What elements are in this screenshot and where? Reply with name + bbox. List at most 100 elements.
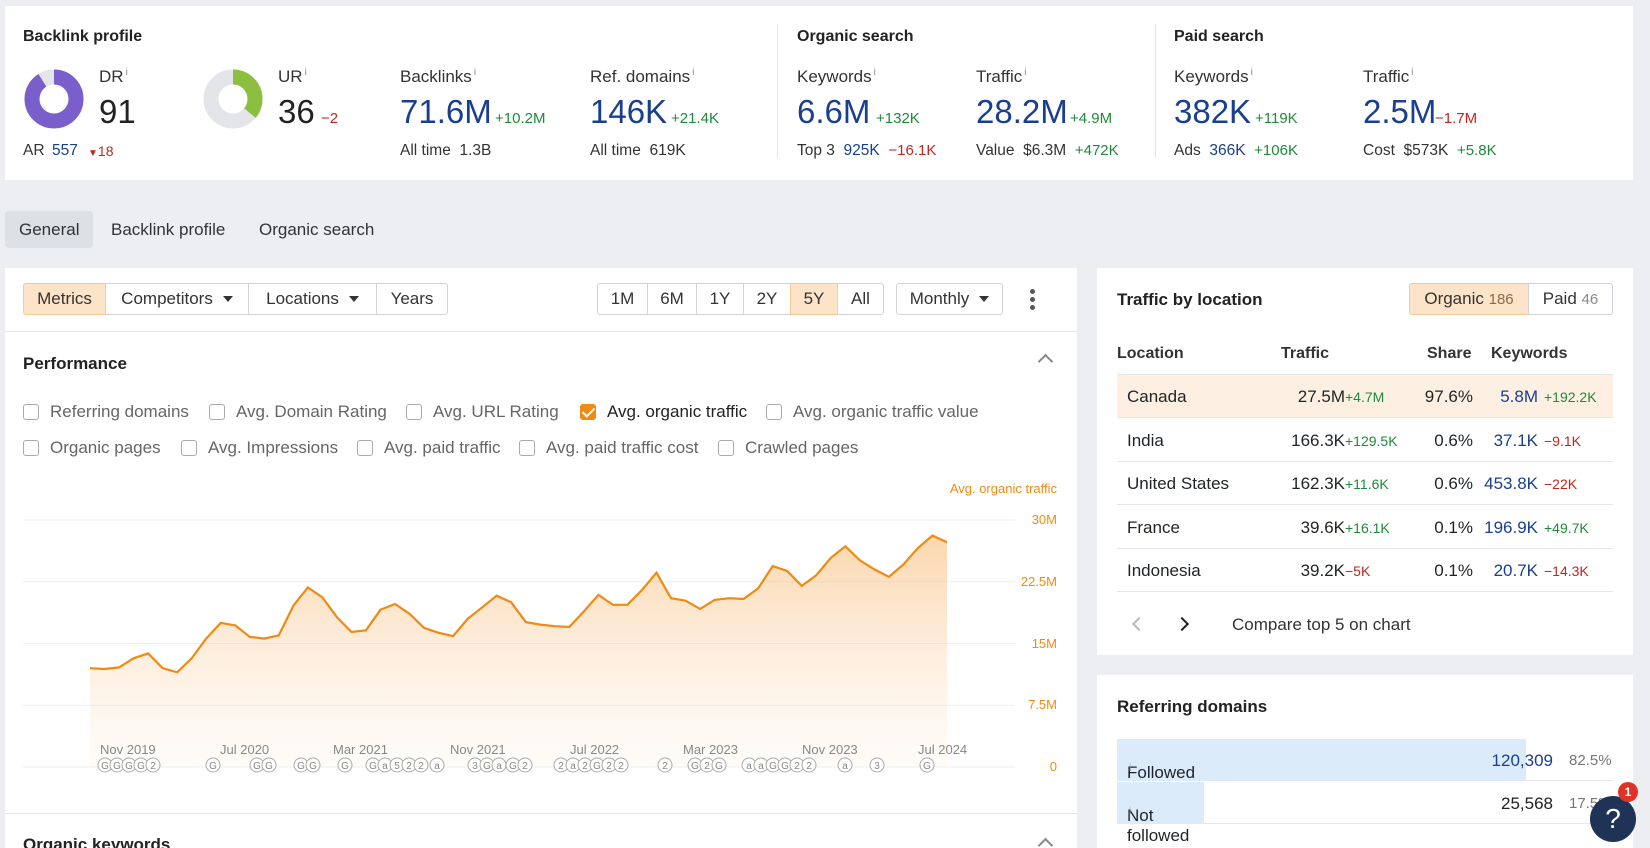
column-share: Share <box>1427 345 1472 362</box>
ref-domains-value[interactable]: 146K <box>590 93 668 130</box>
organic-keywords-change: +132K <box>876 110 920 127</box>
annotation-marker[interactable]: 2 <box>699 757 715 773</box>
ar-value[interactable]: 557 <box>52 142 78 159</box>
range-2y[interactable]: 2Y <box>743 283 791 315</box>
toggle-organic[interactable]: Organic 186 <box>1409 283 1529 315</box>
collapse-chevron-icon[interactable] <box>1037 837 1054 848</box>
metrics-button[interactable]: Metrics <box>23 283 106 315</box>
table-row[interactable]: Indonesia 39.2K −5K 0.1% 20.7K −14.3K <box>1117 549 1613 592</box>
annotation-marker[interactable]: 2 <box>577 757 593 773</box>
x-tick-label: Mar 2023 <box>683 742 738 757</box>
svg-text:2: 2 <box>806 761 812 772</box>
keywords-value[interactable]: 196.9K <box>1484 517 1538 537</box>
annotation-marker[interactable]: 3 <box>869 757 885 773</box>
competitors-dropdown[interactable]: Competitors <box>105 283 249 315</box>
checkbox-avg-impressions[interactable]: Avg. Impressions <box>181 438 338 458</box>
svg-text:a: a <box>746 761 752 772</box>
paid-cost: Cost $573K +5.8K <box>1363 142 1497 159</box>
keywords-value[interactable]: 453.8K <box>1484 474 1538 493</box>
years-button[interactable]: Years <box>376 283 448 315</box>
svg-text:G: G <box>715 761 723 772</box>
rd-value[interactable]: 25,568 <box>1501 794 1553 813</box>
annotation-marker[interactable]: a <box>741 757 757 773</box>
annotation-marker[interactable]: G <box>711 757 727 773</box>
annotation-marker[interactable]: 5 <box>389 757 405 773</box>
range-5y[interactable]: 5Y <box>790 283 838 315</box>
checkbox-avg-organic-traffic[interactable]: Avg. organic traffic <box>580 402 747 422</box>
rd-value[interactable]: 120,309 <box>1491 751 1553 770</box>
annotation-marker[interactable]: a <box>491 757 507 773</box>
annotation-marker[interactable]: 2 <box>413 757 429 773</box>
annotation-marker[interactable]: 2 <box>613 757 629 773</box>
svg-text:G: G <box>781 761 789 772</box>
paid-traffic-value[interactable]: 2.5M <box>1363 93 1437 130</box>
svg-text:G: G <box>769 761 777 772</box>
interval-dropdown[interactable]: Monthly <box>896 283 1003 315</box>
ur-change: −2 <box>321 110 339 127</box>
check-icon <box>580 404 596 420</box>
collapse-chevron-icon[interactable] <box>1037 353 1054 370</box>
table-row[interactable]: United States 162.3K +11.6K 0.6% 453.8K −22K <box>1117 462 1613 505</box>
locations-dropdown[interactable]: Locations <box>248 283 377 315</box>
keywords-value[interactable]: 5.8M <box>1500 387 1538 406</box>
annotation-marker[interactable]: G <box>261 757 277 773</box>
annotation-marker[interactable]: 2 <box>517 757 533 773</box>
annotation-marker[interactable]: 2 <box>657 757 673 773</box>
annotation-marker[interactable]: G <box>305 757 321 773</box>
organic-traffic-value[interactable]: 28.2M <box>976 93 1068 130</box>
annotation-marker[interactable]: G <box>97 757 113 773</box>
backlinks-change: +10.2M <box>495 110 546 127</box>
tab-general[interactable]: General <box>5 211 94 248</box>
checkbox-avg-url-rating[interactable]: Avg. URL Rating <box>406 402 559 422</box>
keywords-value[interactable]: 20.7K <box>1493 561 1538 580</box>
location-name: Indonesia <box>1127 561 1201 580</box>
compare-top5-link[interactable]: Compare top 5 on chart <box>1232 615 1411 634</box>
range-all[interactable]: All <box>837 283 884 315</box>
referring-domains-row[interactable]: Not followed i 25,568 17.5% <box>1117 782 1613 845</box>
checkbox-avg-domain-rating[interactable]: Avg. Domain Rating <box>209 402 387 422</box>
tab-organic-search[interactable]: Organic search <box>259 219 375 239</box>
checkbox-organic-pages[interactable]: Organic pages <box>23 438 161 458</box>
x-tick-label: Nov 2019 <box>100 742 156 757</box>
annotation-marker[interactable]: 2 <box>801 757 817 773</box>
column-traffic: Traffic <box>1281 345 1330 362</box>
paid-ads: Ads 366K +106K <box>1174 142 1298 159</box>
table-row[interactable]: Canada 27.5M +4.7M 97.6% 5.8M +192.2K <box>1117 375 1613 418</box>
traffic-value: 39.2K <box>1300 561 1345 580</box>
annotation-marker[interactable]: a <box>837 757 853 773</box>
keywords-change: +49.7K <box>1544 519 1589 536</box>
backlinks-value[interactable]: 71.6M <box>400 93 492 130</box>
organic-keywords-value[interactable]: 6.6M <box>797 93 871 130</box>
organic-traffic-change: +4.9M <box>1070 110 1113 127</box>
checkbox-referring-domains[interactable]: Referring domains <box>23 402 189 422</box>
annotation-marker[interactable]: a <box>429 757 445 773</box>
table-row[interactable]: India 166.3K +129.5K 0.6% 37.1K −9.1K <box>1117 419 1613 462</box>
toggle-paid[interactable]: Paid 46 <box>1528 283 1613 315</box>
checkbox-crawled-pages[interactable]: Crawled pages <box>718 438 858 458</box>
range-1m[interactable]: 1M <box>597 283 648 315</box>
x-tick-label: Jul 2020 <box>220 742 270 757</box>
annotation-marker[interactable]: G <box>205 757 221 773</box>
table-row[interactable]: France 39.6K +16.1K 0.1% 196.9K +49.7K <box>1117 506 1613 549</box>
range-6m[interactable]: 6M <box>647 283 697 315</box>
help-button[interactable]: ? <box>1590 796 1636 842</box>
range-1y[interactable]: 1Y <box>696 283 744 315</box>
y-tick-label: 15M <box>1031 635 1057 651</box>
annotation-marker[interactable]: G <box>337 757 353 773</box>
more-options-icon[interactable] <box>1030 289 1036 310</box>
annotation-marker[interactable]: G <box>919 757 935 773</box>
paid-keywords-value[interactable]: 382K <box>1174 93 1252 130</box>
checkbox-avg-paid-traffic-cost[interactable]: Avg. paid traffic cost <box>519 438 698 458</box>
checkbox-avg-organic-traffic-value[interactable]: Avg. organic traffic value <box>766 402 979 422</box>
keywords-value[interactable]: 37.1K <box>1493 430 1538 450</box>
organic-top3: Top 3 925K −16.1K <box>797 142 937 159</box>
series-line[interactable] <box>89 534 948 674</box>
annotation-marker[interactable]: G <box>765 757 781 773</box>
referring-domains-row[interactable]: Followed i 120,309 82.5% <box>1117 739 1613 782</box>
checkbox-avg-paid-traffic[interactable]: Avg. paid traffic <box>357 438 501 458</box>
tab-backlink-profile[interactable]: Backlink profile <box>111 219 226 239</box>
annotation-marker[interactable]: 3 <box>467 757 483 773</box>
organic-traffic-value-sub: Value $6.3M +472K <box>976 142 1119 159</box>
annotation-marker[interactable]: 2 <box>145 757 161 773</box>
dr-value: 91 <box>99 93 136 130</box>
